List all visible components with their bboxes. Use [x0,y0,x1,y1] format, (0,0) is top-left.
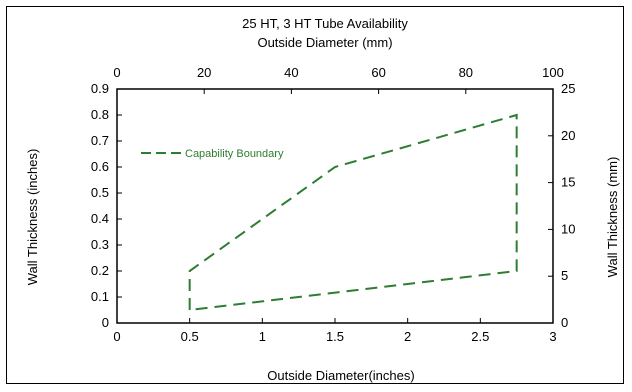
x-tick-label: 0 [113,329,120,344]
y-tick-label: 0.5 [91,185,109,200]
y2-tick-label: 5 [561,268,568,283]
y2-tick-label: 10 [561,221,575,236]
y2-axis-title: Wall Thickness (mm) [605,157,620,278]
y-tick-label: 0 [102,315,109,330]
y2-tick-label: 20 [561,128,575,143]
x2-tick-label: 0 [113,65,120,80]
y2-tick-label: 0 [561,315,568,330]
chart: 25 HT, 3 HT Tube Availability Outside Di… [25,16,620,383]
ticks-layer: 0 0.5 1 1.5 2 2.5 30 20 40 60 80 10000.10.20.30.40.… [91,65,576,344]
x2-tick-label: 100 [542,65,564,80]
x-tick-label: 2.5 [471,329,489,344]
y2-tick-label: 25 [561,81,575,96]
top-axis-title: Outside Diameter (mm) [257,35,392,50]
y-tick-label: 0.2 [91,263,109,278]
chart-frame: 25 HT, 3 HT Tube Availability Outside Di… [6,6,624,384]
x-tick-label: 2 [404,329,411,344]
y-tick-label: 0.9 [91,81,109,96]
x2-tick-label: 20 [197,65,211,80]
y-tick-label: 0.7 [91,133,109,148]
x2-tick-label: 40 [284,65,298,80]
series-line-capability-boundary [188,113,518,311]
x2-tick-label: 80 [459,65,473,80]
y-tick-label: 0.1 [91,289,109,304]
x-tick-label: 1 [259,329,266,344]
y-tick-label: 0.6 [91,159,109,174]
x-tick-label: 3 [549,329,556,344]
legend: Capability Boundary [141,148,284,160]
x-tick-label: 0.5 [181,329,199,344]
y2-tick-label: 15 [561,175,575,190]
y-tick-label: 0.8 [91,107,109,122]
y-axis-title: Wall Thickness (inches) [25,149,40,286]
plot-area [116,88,554,324]
x-tick-label: 1.5 [326,329,344,344]
y-tick-label: 0.4 [91,211,109,226]
series-layer [188,113,518,311]
x-axis-title: Outside Diameter(inches) [267,368,414,383]
x2-tick-label: 60 [371,65,385,80]
chart-title: 25 HT, 3 HT Tube Availability [242,16,408,31]
legend-label: Capability Boundary [185,148,284,160]
y-tick-label: 0.3 [91,237,109,252]
